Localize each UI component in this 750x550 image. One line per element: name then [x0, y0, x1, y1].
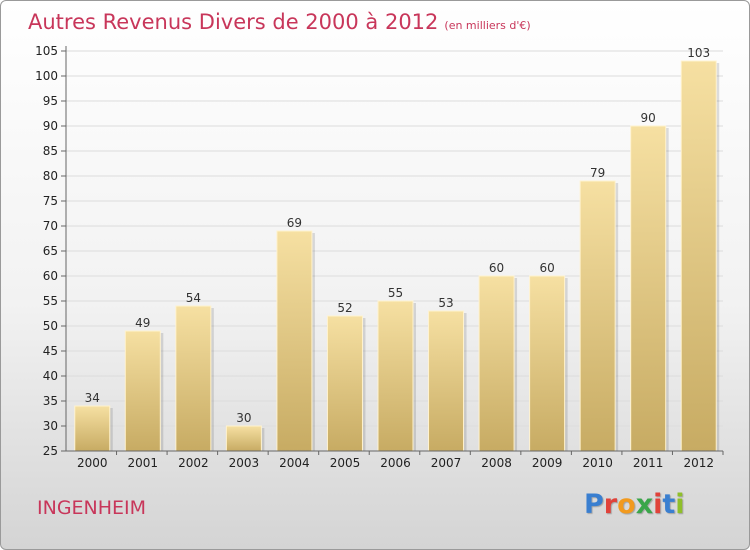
- logo-letter: t: [662, 489, 676, 520]
- bar-value-label: 34: [85, 391, 100, 405]
- logo-letter: i: [675, 489, 685, 520]
- chart-subtitle: (en milliers d'€): [444, 19, 531, 32]
- bar[interactable]: [478, 275, 515, 452]
- logo-letter: i: [653, 489, 663, 520]
- y-tick-label: 70: [43, 219, 58, 233]
- bar-value-label: 54: [186, 291, 201, 305]
- bar[interactable]: [225, 425, 262, 452]
- bar[interactable]: [428, 310, 465, 452]
- bar[interactable]: [276, 230, 313, 452]
- y-tick-label: 35: [43, 394, 58, 408]
- y-tick-label: 75: [43, 194, 58, 208]
- x-tick-label: 2006: [380, 456, 411, 470]
- bar-value-label: 55: [388, 286, 403, 300]
- bars: 34 49 54 30 69 52 55 53 60 60 79 90 103: [74, 46, 720, 452]
- y-tick-label: 50: [43, 319, 58, 333]
- x-tick-label: 2010: [582, 456, 613, 470]
- x-tick-label: 2009: [532, 456, 563, 470]
- x-tick-label: 2002: [178, 456, 209, 470]
- bar-value-label: 60: [489, 261, 504, 275]
- x-tick-label: 2003: [229, 456, 260, 470]
- x-tick-label: 2005: [330, 456, 361, 470]
- y-tick-label: 30: [43, 419, 58, 433]
- chart-title: Autres Revenus Divers de 2000 à 2012 (en …: [28, 10, 531, 34]
- bar[interactable]: [74, 405, 111, 452]
- x-tick-label: 2007: [431, 456, 462, 470]
- y-axis: 25 30 35 40 45 50 55 60 65 70 75 80 85 90 95 100 105: [35, 44, 67, 458]
- logo-letter: x: [635, 489, 654, 520]
- bar[interactable]: [377, 300, 414, 452]
- bar-value-label: 79: [590, 166, 605, 180]
- bar-value-label: 49: [135, 316, 150, 330]
- y-tick-label: 95: [43, 94, 58, 108]
- bar-value-label: 52: [337, 301, 352, 315]
- bar-value-label: 53: [438, 296, 453, 310]
- y-tick-label: 105: [35, 44, 58, 58]
- x-tick-label: 2004: [279, 456, 310, 470]
- bar-value-label: 69: [287, 216, 302, 230]
- y-tick-label: 55: [43, 294, 58, 308]
- y-tick-label: 80: [43, 169, 58, 183]
- x-tick-label: 2000: [77, 456, 108, 470]
- y-tick-label: 90: [43, 119, 58, 133]
- commune-name: INGENHEIM: [37, 497, 147, 519]
- bar[interactable]: [680, 60, 717, 452]
- bar[interactable]: [326, 315, 363, 452]
- proxiti-logo[interactable]: Proxiti: [584, 489, 685, 520]
- y-tick-label: 45: [43, 344, 58, 358]
- y-tick-label: 60: [43, 269, 58, 283]
- bar[interactable]: [529, 275, 566, 452]
- x-tick-label: 2012: [683, 456, 714, 470]
- x-axis: 2000 2001 2002 2003 2004 2005 2006 2007 2008 2009…: [66, 450, 724, 470]
- x-tick-label: 2001: [128, 456, 159, 470]
- bar[interactable]: [630, 125, 667, 452]
- chart-title-text: Autres Revenus Divers de 2000 à 2012: [28, 10, 439, 34]
- y-tick-label: 85: [43, 144, 58, 158]
- y-tick-label: 40: [43, 369, 58, 383]
- x-tick-label: 2008: [481, 456, 512, 470]
- logo-letter: r: [603, 489, 618, 520]
- bar-value-label: 30: [236, 411, 251, 425]
- logo-letter: P: [584, 489, 604, 520]
- y-tick-label: 100: [35, 69, 58, 83]
- x-tick-label: 2011: [633, 456, 664, 470]
- y-tick-label: 65: [43, 244, 58, 258]
- bar-value-label: 90: [641, 111, 656, 125]
- bar[interactable]: [124, 330, 161, 452]
- logo-letter: o: [617, 489, 636, 520]
- bar-value-label: 103: [687, 46, 710, 60]
- y-tick-label: 25: [43, 444, 58, 458]
- bar-value-label: 60: [539, 261, 554, 275]
- bar[interactable]: [175, 305, 212, 452]
- bar[interactable]: [579, 180, 616, 452]
